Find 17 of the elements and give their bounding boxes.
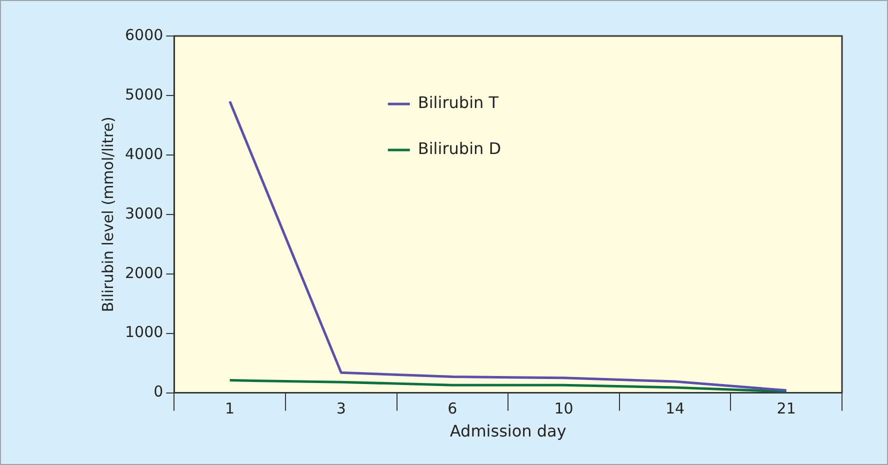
x-tick-label: 21 bbox=[776, 400, 796, 418]
x-tick-label: 14 bbox=[665, 400, 685, 418]
y-tick-label: 2000 bbox=[124, 264, 164, 282]
y-tick-label: 4000 bbox=[124, 144, 164, 163]
y-axis-title: Bilirubin level (mmol/litre) bbox=[98, 116, 117, 312]
x-tick-label: 3 bbox=[336, 400, 346, 418]
legend-label: Bilirubin T bbox=[418, 93, 499, 112]
y-tick-label: 1000 bbox=[124, 323, 164, 342]
legend-label: Bilirubin D bbox=[418, 139, 502, 158]
y-tick-label: 5000 bbox=[124, 85, 164, 104]
x-tick-label: 10 bbox=[554, 400, 574, 418]
y-tick-label: 3000 bbox=[124, 204, 164, 222]
x-tick-label: 6 bbox=[448, 400, 458, 418]
y-tick-label: 0 bbox=[154, 382, 164, 401]
x-tick-label: 1 bbox=[225, 400, 235, 418]
x-axis-title: Admission day bbox=[450, 422, 566, 441]
y-tick-label: 6000 bbox=[124, 26, 164, 44]
